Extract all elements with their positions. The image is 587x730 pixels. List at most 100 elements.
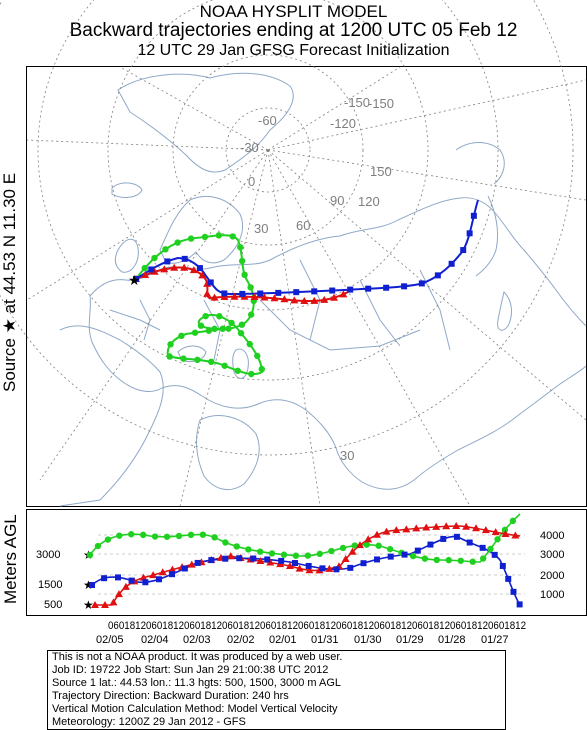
map-marker-blue (275, 289, 282, 296)
profile-marker-blue (440, 535, 447, 542)
profile-marker-red (442, 522, 451, 530)
map-marker-green (241, 271, 248, 279)
map-marker-green (221, 362, 228, 369)
map-marker-red (150, 267, 159, 275)
profile-marker-green (139, 531, 147, 539)
profile-marker-red (373, 530, 382, 538)
profile-marker-blue (169, 571, 176, 578)
profile-marker-blue (156, 576, 163, 583)
profile-marker-green (187, 531, 195, 539)
profile-marker-blue (194, 559, 201, 566)
map-marker-green (215, 232, 223, 239)
title-init: 12 UTC 29 Jan GFSG Forecast Initializati… (137, 42, 450, 59)
profile-marker-green (116, 532, 123, 539)
graticule-label: 60 (296, 218, 310, 233)
source-star-icon: ★ (83, 578, 94, 592)
profile-marker-blue (427, 541, 434, 548)
map-marker-red (170, 263, 179, 271)
map-marker-red (220, 292, 229, 300)
map-marker-red (339, 290, 348, 298)
date-tick: 01/28 (438, 634, 466, 646)
profile-marker-green (304, 552, 312, 559)
date-tick: 02/05 (96, 634, 124, 646)
profile-marker-red (348, 547, 357, 555)
right-tick-1000: 1000 (540, 589, 564, 601)
right-tick-3000: 3000 (540, 549, 564, 561)
profile-marker-blue (181, 565, 188, 572)
profile-marker-green (501, 526, 509, 534)
profile-marker-blue (208, 557, 215, 564)
profile-marker-red (91, 601, 99, 608)
profile-marker-blue (101, 575, 108, 582)
map-marker-green (211, 325, 218, 333)
map-marker-blue (383, 284, 390, 291)
map-marker-green (166, 353, 173, 360)
profile-marker-blue (360, 560, 367, 567)
map-marker-green (178, 332, 185, 340)
date-tick: 02/04 (141, 634, 169, 646)
graticule-label: -60 (258, 113, 277, 128)
graticule-label: -150 (344, 95, 370, 110)
profile-marker-blue (305, 562, 312, 569)
map-graticule (0, 0, 587, 507)
map-marker-red (320, 295, 329, 303)
map-marker-red (180, 263, 189, 271)
map-marker-green (194, 356, 201, 364)
map-marker-green (234, 367, 241, 374)
footer-direction: Trajectory Direction: Backward Duration:… (52, 690, 289, 702)
profile-marker-red (256, 557, 265, 565)
profile-marker-blue (453, 533, 460, 540)
profile-marker-red (341, 555, 350, 563)
right-tick-2000: 2000 (540, 570, 564, 582)
profile-marker-blue (347, 564, 354, 571)
profile-marker-green (94, 542, 102, 550)
profile-marker-green (256, 548, 264, 555)
profile-marker-red (315, 566, 324, 574)
profile-marker-blue (264, 556, 271, 563)
map-marker-green (202, 312, 209, 320)
profile-grid (98, 534, 525, 595)
hour-tick-row: 0601812060181206018120601812060181206018… (108, 620, 526, 632)
profile-marker-red (285, 561, 294, 569)
profile-marker-blue (89, 582, 95, 588)
profile-marker-blue (516, 601, 523, 608)
profile-marker-green (421, 555, 429, 562)
left-tick-3000: 3000 (36, 549, 60, 561)
profile-marker-blue (319, 565, 326, 572)
profile-marker-blue (222, 555, 229, 562)
map-marker-blue (181, 255, 188, 262)
profile-marker-red (481, 526, 490, 534)
map-marker-green (228, 319, 235, 327)
map-marker-red (330, 293, 339, 301)
profile-marker-blue (505, 575, 512, 582)
map-marker-blue (401, 283, 408, 290)
profile-marker-green (328, 547, 335, 555)
map-marker-green (237, 329, 245, 337)
profile-marker-green (86, 551, 94, 559)
map-marker-red (310, 296, 319, 304)
footer-job: Job ID: 19722 Job Start: Sun Jan 29 21:0… (52, 664, 329, 676)
profile-markers (86, 517, 523, 608)
profile-marker-blue (510, 588, 517, 595)
map-marker-red (141, 270, 150, 278)
map-marker-red (250, 292, 259, 300)
map-marker-green (167, 341, 174, 348)
profile-marker-green (280, 551, 288, 558)
profile-marker-blue (414, 547, 421, 554)
map-marker-red (300, 296, 309, 304)
profile-marker-red (305, 566, 314, 574)
profile-marker-green (104, 536, 112, 543)
profile-marker-green (375, 542, 382, 549)
map-marker-blue (470, 212, 477, 219)
graticule-label: -120 (330, 116, 356, 131)
map-marker-green (247, 284, 254, 291)
map-marker-red (280, 295, 289, 303)
profile-marker-blue (491, 551, 498, 558)
profile-marker-red (168, 565, 177, 573)
profile-marker-red (432, 522, 441, 530)
profile-marker-blue (114, 574, 121, 581)
map-marker-green (162, 246, 169, 253)
map-trajectory-markers (132, 212, 477, 378)
map-marker-red (198, 271, 207, 279)
map-marker-red (189, 266, 198, 274)
